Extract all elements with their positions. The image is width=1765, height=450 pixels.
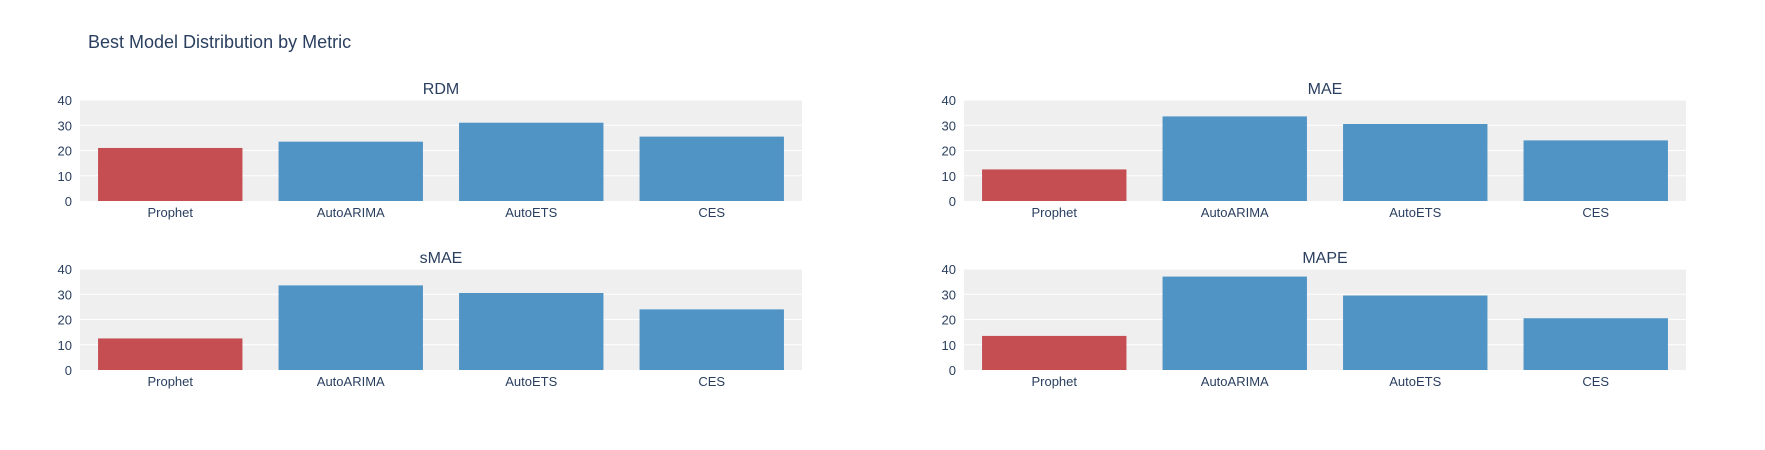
x-tick-label: CES xyxy=(1582,205,1609,220)
subplot-rdm: 0 10 20 30 40 Prophet AutoARIMA AutoETS CES RDM xyxy=(58,81,802,220)
subplot-smae: 0 10 20 30 40 Prophet AutoARIMA AutoETS CES sMAE xyxy=(58,250,802,389)
y-tick-label: 20 xyxy=(942,144,956,159)
x-tick-label: AutoETS xyxy=(1389,374,1441,389)
subplot-title: RDM xyxy=(423,81,459,98)
y-tick-label: 0 xyxy=(949,363,956,378)
bar-autoets xyxy=(459,292,604,370)
y-tick-label: 30 xyxy=(58,287,72,302)
x-tick-label: Prophet xyxy=(1031,374,1077,389)
bar-autoarima xyxy=(1162,116,1307,201)
bar-prophet xyxy=(982,335,1127,370)
bar-ces xyxy=(639,136,784,201)
bar-autoarima xyxy=(278,141,423,201)
x-tick-label: AutoETS xyxy=(505,205,557,220)
bar-autoarima xyxy=(1162,276,1307,370)
x-tick-label: AutoARIMA xyxy=(317,374,385,389)
x-tick-label: AutoETS xyxy=(1389,205,1441,220)
y-tick-label: 40 xyxy=(58,262,72,277)
y-tick-label: 30 xyxy=(942,118,956,133)
y-tick-label: 40 xyxy=(942,262,956,277)
x-tick-label: Prophet xyxy=(147,205,193,220)
bar-autoets xyxy=(459,122,604,201)
bar-ces xyxy=(1523,318,1668,370)
y-tick-label: 40 xyxy=(942,93,956,108)
y-tick-label: 20 xyxy=(942,313,956,328)
y-tick-label: 40 xyxy=(58,93,72,108)
y-tick-label: 0 xyxy=(949,194,956,209)
bar-autoets xyxy=(1343,295,1488,370)
subplot-title: sMAE xyxy=(420,250,463,267)
bar-autoarima xyxy=(278,285,423,370)
x-tick-label: AutoARIMA xyxy=(1201,205,1269,220)
y-tick-label: 10 xyxy=(942,338,956,353)
x-tick-label: AutoARIMA xyxy=(1201,374,1269,389)
x-tick-label: Prophet xyxy=(147,374,193,389)
bar-ces xyxy=(639,309,784,370)
y-tick-label: 10 xyxy=(58,338,72,353)
y-tick-label: 30 xyxy=(942,287,956,302)
y-tick-label: 10 xyxy=(942,169,956,184)
bar-prophet xyxy=(98,338,243,370)
x-tick-label: AutoARIMA xyxy=(317,205,385,220)
figure-title: Best Model Distribution by Metric xyxy=(88,32,352,52)
bar-autoets xyxy=(1343,123,1488,201)
y-tick-label: 0 xyxy=(65,363,72,378)
bar-ces xyxy=(1523,140,1668,201)
bar-prophet xyxy=(98,147,243,201)
subplot-mae: 0 10 20 30 40 Prophet AutoARIMA AutoETS CES MAE xyxy=(942,81,1686,220)
x-tick-label: CES xyxy=(698,374,725,389)
bar-prophet xyxy=(982,169,1127,201)
subplot-title: MAPE xyxy=(1302,250,1347,267)
x-tick-label: Prophet xyxy=(1031,205,1077,220)
y-tick-label: 20 xyxy=(58,144,72,159)
subplot-mape: 0 10 20 30 40 Prophet AutoARIMA AutoETS CES MAPE xyxy=(942,250,1686,389)
subplot-title: MAE xyxy=(1308,81,1343,98)
y-tick-label: 20 xyxy=(58,313,72,328)
x-tick-label: AutoETS xyxy=(505,374,557,389)
y-tick-label: 10 xyxy=(58,169,72,184)
x-tick-label: CES xyxy=(698,205,725,220)
y-tick-label: 30 xyxy=(58,118,72,133)
y-tick-label: 0 xyxy=(65,194,72,209)
x-tick-label: CES xyxy=(1582,374,1609,389)
